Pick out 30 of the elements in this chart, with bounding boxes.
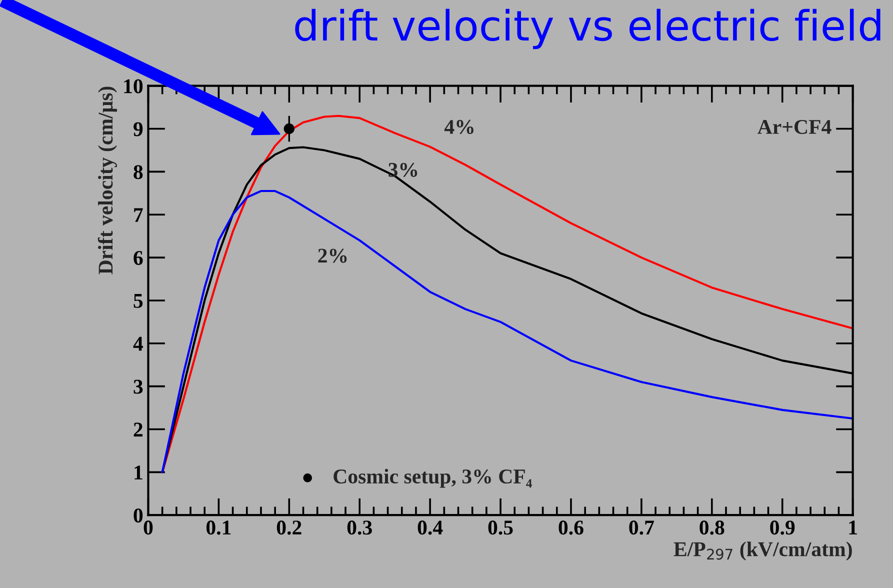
y-tick-label: 7 [134, 208, 143, 222]
x-tick-label: 0.3 [347, 520, 372, 535]
annotation: Ar+CF4 [758, 120, 832, 134]
y-tick-label: 1 [134, 466, 142, 480]
x-tick-label: 1 [849, 520, 857, 534]
y-tick-label: 3 [134, 380, 143, 394]
x-tick-label: 0.8 [700, 520, 724, 535]
y-tick-label: 2 [134, 422, 142, 436]
x-tick-label: 0.2 [276, 520, 302, 535]
x-tick-label: 0 [144, 520, 153, 535]
y-tick-label: 6 [134, 250, 143, 265]
y-tick-label: 4 [133, 336, 143, 351]
x-tick-label: 0.4 [418, 520, 443, 535]
chart-title: drift velocity vs electric field [295, 8, 880, 50]
x-tick-label: 0.6 [558, 520, 584, 535]
y-tick-label: 0 [134, 508, 143, 523]
x-tick-label: 0.1 [206, 520, 231, 535]
x-tick-label: 0.9 [770, 520, 795, 535]
y-tick-label: 10 [124, 79, 143, 94]
x-axis-title: E/P$_{297}$ (kV/cm/atm) [674, 542, 852, 561]
y-axis-title: Drift velocity (cm/μs) [98, 86, 117, 274]
legend-label: Cosmic setup, 3% CF₄ [334, 468, 532, 488]
annotation: 3% [388, 162, 418, 177]
x-tick-label: 0.7 [629, 520, 654, 535]
y-tick-label: 9 [134, 122, 143, 136]
y-tick-label: 8 [134, 165, 143, 180]
y-tick-label: 5 [134, 294, 143, 308]
annotation: 4% [444, 120, 474, 134]
x-tick-label: 0.5 [488, 520, 513, 535]
annotation: 2% [318, 248, 347, 263]
